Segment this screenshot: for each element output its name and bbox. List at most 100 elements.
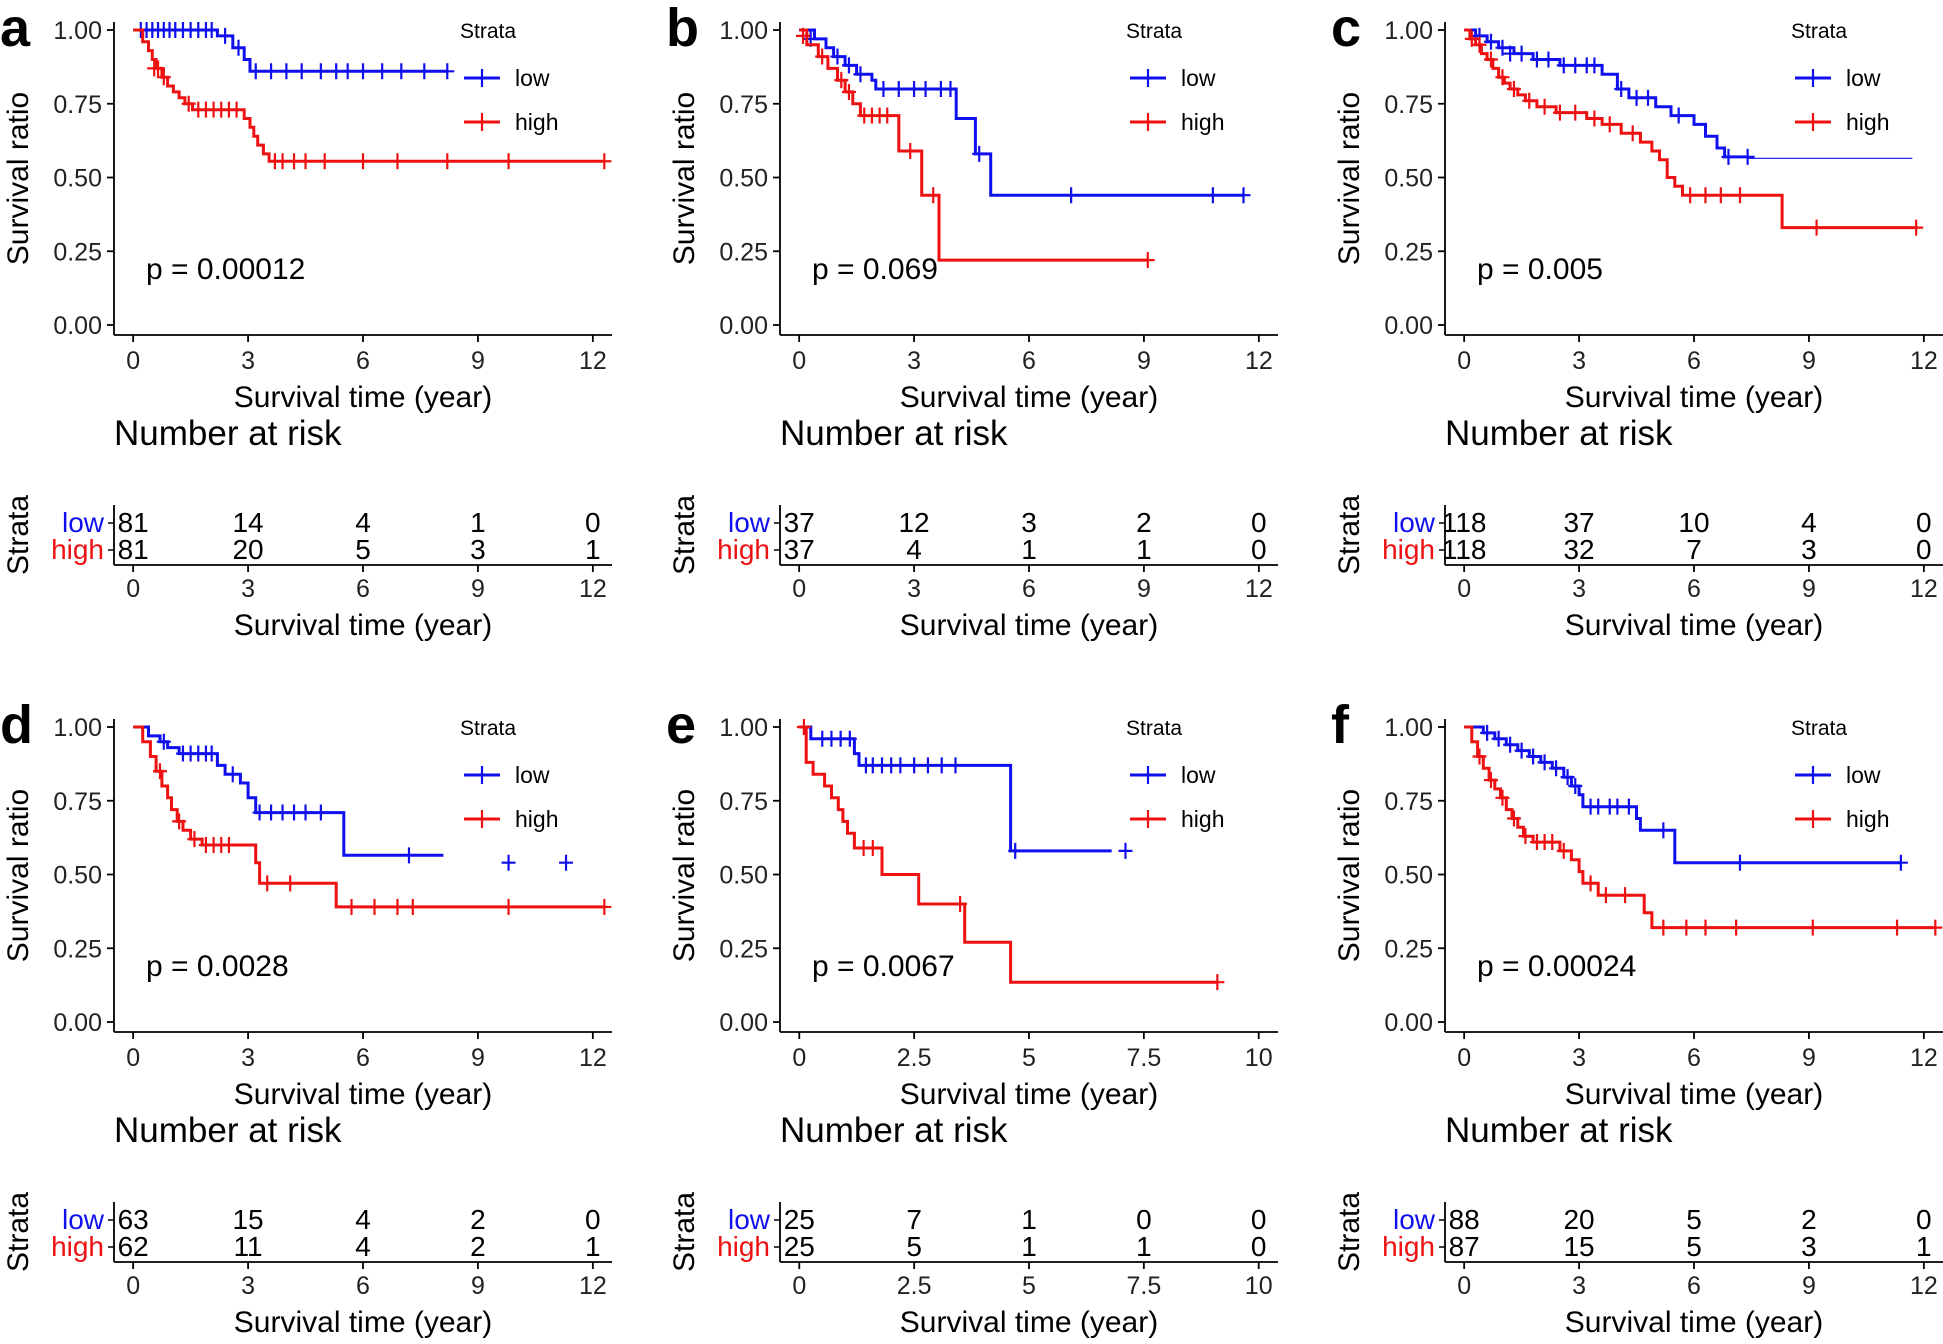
high-censor-mark [597,898,612,915]
high-censor-mark [260,875,275,892]
low-censor-mark [313,804,328,821]
risk-count-low: 3 [1021,507,1037,538]
high-censor-mark [1809,219,1824,236]
y-tick-label: 1.00 [53,714,102,742]
risk-count-high: 81 [118,534,149,565]
risk-row-high-label: high [717,1231,770,1262]
x-tick-label: 6 [356,347,370,375]
low-censor-mark [1495,39,1510,56]
risk-x-tick-label: 5 [1022,1272,1036,1300]
low-censor-mark [1587,57,1602,74]
high-censor-mark [1495,789,1510,806]
x-tick-label: 0 [792,347,806,375]
legend-high-label: high [1181,806,1224,832]
high-censor-mark [152,763,167,780]
risk-count-high: 7 [1686,534,1702,565]
high-censor-mark [440,153,455,170]
low-censor-mark [893,757,908,774]
low-censor-mark [356,63,370,80]
low-censor-mark [1740,148,1755,165]
y-tick-label: 1.00 [53,17,102,45]
legend-title: Strata [1126,717,1182,740]
high-censor-mark [1602,116,1617,133]
panel-a: a 0.00 0.25 0.50 0.75 1.00 0 3 6 9 12 Survival time… [0,0,612,642]
risk-x-axis-title: Survival time (year) [234,1306,492,1339]
high-censor-mark [1522,92,1537,109]
legend-title: Strata [460,20,516,43]
risk-count-high: 62 [118,1231,149,1262]
low-censor-mark [1560,769,1575,786]
risk-row-high-label: high [51,1231,104,1262]
legend-high-label: high [1846,109,1889,135]
x-tick-label: 6 [356,1044,370,1072]
risk-x-tick-label: 3 [907,575,921,603]
y-tick-label: 1.00 [719,714,768,742]
low-censor-mark [920,757,935,774]
risk-count-low: 81 [118,507,149,538]
risk-x-tick-label: 9 [471,1272,485,1300]
high-censor-mark [1518,828,1533,845]
panel-letter: d [0,695,33,755]
p-value-label: p = 0.005 [1477,253,1603,286]
risk-count-high: 11 [234,1231,263,1262]
risk-row-low-label: low [62,507,105,538]
low-censor-mark [204,745,219,762]
risk-row-high-label: high [1382,534,1435,565]
p-value-label: p = 0.069 [812,253,938,286]
high-censor-mark [1140,252,1155,269]
low-censor-mark [1541,51,1556,68]
low-censor-mark [1671,107,1686,124]
low-censor-mark [972,145,987,162]
risk-count-high: 5 [906,1231,922,1262]
low-censor-mark [156,733,171,750]
legend-title: Strata [1791,717,1847,740]
risk-count-high: 118 [1442,534,1487,565]
low-censor-mark [1491,730,1506,747]
risk-count-high: 1 [1021,534,1037,565]
x-tick-label: 6 [1687,1044,1701,1072]
high-censor-mark [1483,772,1498,789]
low-survival-curve [133,725,444,857]
low-censor-mark [1568,778,1583,794]
high-censor-mark [903,142,918,159]
y-tick-label: 0.50 [1384,862,1433,890]
risk-table-strata-title: Strata [668,1192,701,1272]
risk-x-tick-label: 3 [1572,1272,1586,1300]
high-censor-mark [1625,125,1640,142]
panel-letter: a [0,0,31,58]
low-censor-mark [298,804,313,821]
low-censor-mark [1483,33,1498,50]
panel-letter: f [1331,695,1350,755]
risk-count-high: 20 [232,534,263,565]
y-tick-label: 0.75 [719,91,768,119]
y-tick-label: 0.25 [719,238,768,266]
risk-x-tick-label: 12 [579,1272,607,1300]
risk-table-title: Number at risk [780,1111,1008,1150]
low-censor-mark [218,27,233,44]
low-censor-mark [231,39,246,56]
y-tick-label: 0.00 [1384,1009,1433,1037]
y-tick-label: 0.75 [1384,788,1433,816]
risk-count-low: 15 [232,1204,263,1235]
high-censor-mark [229,101,244,118]
risk-count-high: 2 [470,1231,486,1262]
legend-high-label: high [515,109,558,135]
y-tick-label: 0.25 [719,935,768,963]
risk-table-title: Number at risk [114,414,342,453]
y-tick-label: 1.00 [1384,714,1433,742]
risk-row-low-label: low [728,507,771,538]
risk-count-high: 0 [1916,534,1932,565]
panel-letter: c [1331,0,1361,58]
x-axis-title: Survival time (year) [1565,1078,1823,1111]
low-censor-mark [1008,842,1023,859]
risk-table-strata-title: Strata [1333,1192,1366,1272]
high-censor-mark [1679,919,1694,936]
risk-table-strata-title: Strata [668,495,701,575]
y-axis-title: Survival ratio [1333,92,1366,265]
risk-count-high: 1 [585,534,601,565]
x-tick-label: 3 [1572,1044,1586,1072]
legend-low-label: low [1181,762,1216,788]
